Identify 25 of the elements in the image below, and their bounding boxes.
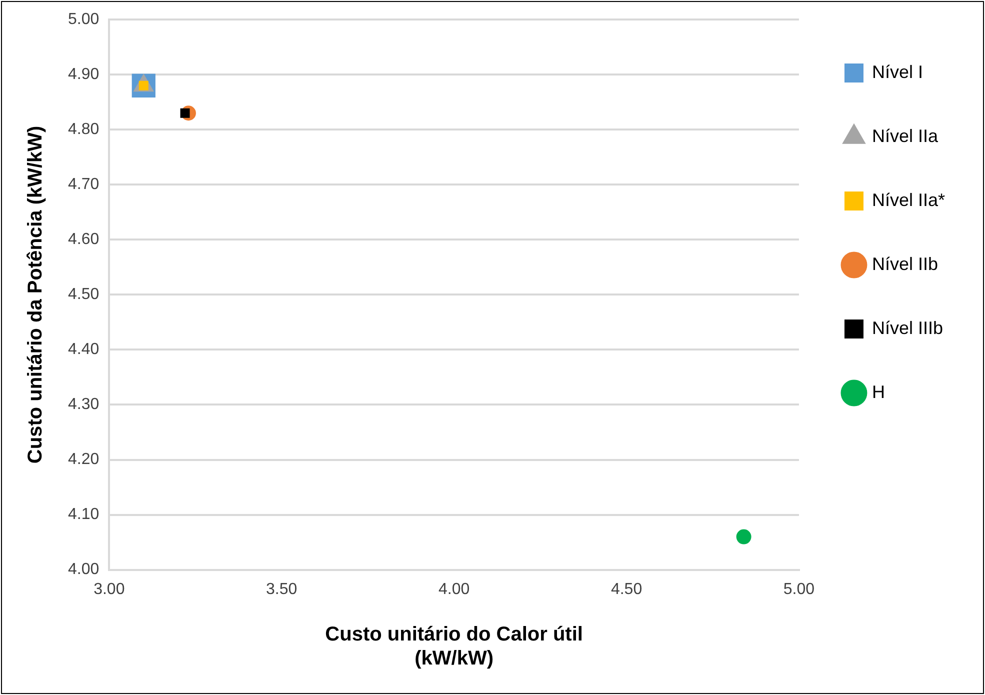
y-tick-label: 4.80 [68,121,100,138]
x-tick-label: 3.50 [266,580,298,598]
x-tick-label: 4.50 [610,580,642,598]
y-tick-label: 4.60 [68,231,100,248]
legend-label: Nível IIa* [872,190,946,210]
legend-label: Nível I [872,62,923,82]
y-axis-title: Custo unitário da Potência (kW/kW) [24,126,47,464]
y-tick-label: 4.70 [68,176,100,194]
y-tick-label: 4.20 [68,451,100,468]
legend-label: Nível IIIb [872,318,944,338]
y-tick-label: 4.40 [68,341,100,358]
legend-label: Nível IIa [872,126,939,146]
legend-label: Nível IIb [872,254,938,274]
y-tick-label: 4.90 [68,66,100,84]
y-tick-label: 4.30 [68,396,100,414]
x-tick-label: 3.00 [94,580,125,598]
point [736,529,752,544]
x-tick-label: 4.00 [438,580,470,598]
x-tick-label: 5.00 [783,580,815,598]
y-tick-label: 4.00 [68,561,100,578]
y-tick-label: 4.50 [68,286,100,304]
y-tick-label: 5.00 [68,11,100,28]
y-tick-label: 4.10 [68,506,100,524]
x-axis-title: Custo unitário do Calor útil (kW/kW) [325,624,583,670]
legend-label: H [872,382,885,402]
